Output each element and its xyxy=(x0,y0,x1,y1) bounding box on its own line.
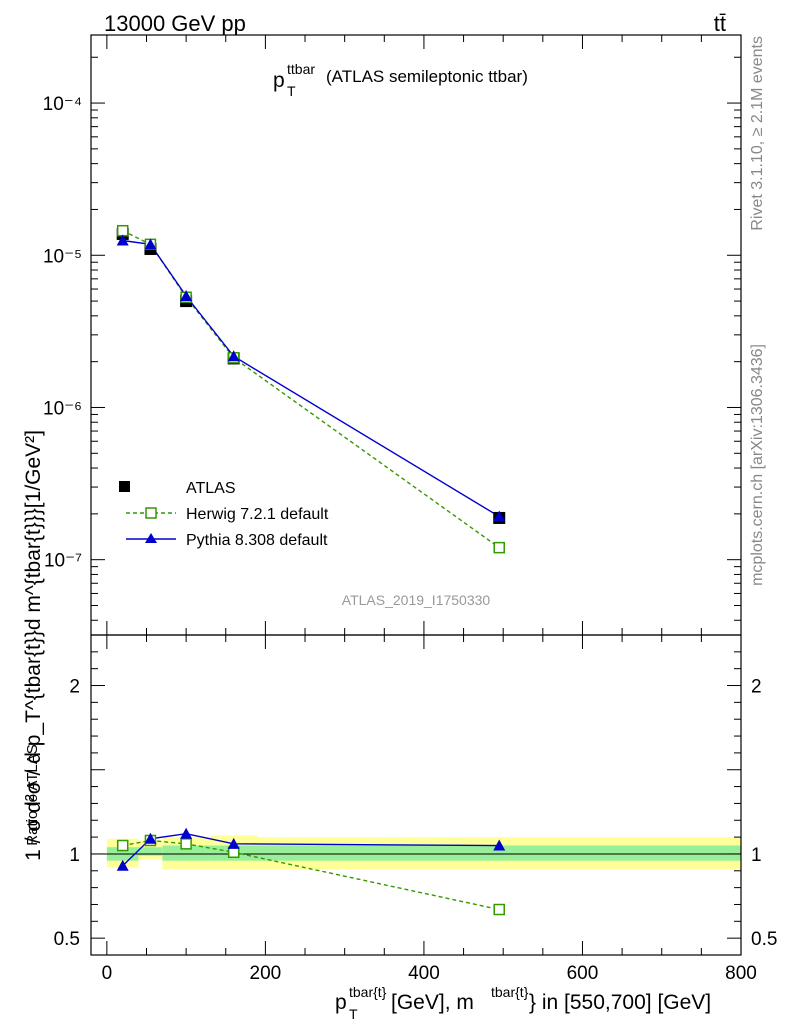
pythia-ratio-point xyxy=(493,839,506,851)
ratio-y-tick-label-right: 0.5 xyxy=(751,929,777,950)
pythia-point xyxy=(493,510,506,522)
legend-marker-pythia xyxy=(145,533,157,543)
main-y-ticks: 10⁻⁷ 10⁻⁶ 10⁻⁵ 10⁻⁴ xyxy=(43,56,741,621)
main-series xyxy=(116,224,506,554)
legend-label-pythia: Pythia 8.308 default xyxy=(186,532,328,549)
x-label-sup2: tbar{t} xyxy=(491,984,529,1000)
main-y-tick-label: 10⁻⁵ xyxy=(43,246,82,267)
main-y-tick-label: 10⁻⁴ xyxy=(43,94,82,115)
ratio-y-label: Ratio to ATLAS xyxy=(24,744,41,845)
plot-title-sup: ttbar xyxy=(287,61,315,77)
legend: ATLAS Herwig 7.2.1 default Pythia 8.308 … xyxy=(119,480,329,549)
ratio-frame xyxy=(90,634,742,956)
ratio-y-ticks: 0.5 0.5 1 1 2 2 xyxy=(54,651,777,950)
x-label-sub: T xyxy=(349,1006,358,1022)
pythia-ratio-point xyxy=(180,827,193,839)
herwig-point xyxy=(493,541,505,554)
ratio-bands xyxy=(106,835,741,870)
ratio-band-inner xyxy=(162,845,210,861)
ratio-x-ticks: 0 200 400 600 800 xyxy=(102,635,757,984)
x-tick-label: 800 xyxy=(725,963,757,984)
pythia-point xyxy=(227,350,240,362)
x-tick-label: 600 xyxy=(567,963,599,984)
pythia-line xyxy=(122,239,500,518)
x-label-main: [GeV], m xyxy=(391,991,474,1014)
pythia-point xyxy=(116,234,129,246)
x-axis-label: p T tbar{t} [GeV], m tbar{t} } in [550,7… xyxy=(335,984,711,1022)
ratio-y-tick-label: 2 xyxy=(69,677,80,698)
main-y-label: 1 / σ d²σ / d p_T^{tbar{t}}d m^{tbar{t}}… xyxy=(22,430,45,861)
mcplots-label: mcplots.cern.ch [arXiv:1306.3436] xyxy=(749,344,766,586)
ratio-y-tick-label: 1 xyxy=(69,845,80,866)
analysis-id: ATLAS_2019_I1750330 xyxy=(342,592,491,608)
plot-title-sub: T xyxy=(287,83,296,99)
x-label-sup1: tbar{t} xyxy=(349,984,387,1000)
rivet-label: Rivet 3.1.10, ≥ 2.1M events xyxy=(749,36,766,231)
pythia-ratio-point xyxy=(227,837,240,849)
legend-label-atlas: ATLAS xyxy=(186,480,236,497)
herwig-ratio-point xyxy=(493,903,505,916)
legend-label-herwig: Herwig 7.2.1 default xyxy=(186,506,329,523)
main-panel: 10⁻⁷ 10⁻⁶ 10⁻⁵ 10⁻⁴ p T ttbar (ATLAS semile… xyxy=(22,34,742,861)
herwig-point xyxy=(116,224,129,237)
legend-marker-atlas xyxy=(119,481,130,492)
main-y-tick-label: 10⁻⁷ xyxy=(44,551,82,572)
ratio-panel: 0.5 0.51 12 2 0 200 400 600 800 Ratio to ATLAS … xyxy=(24,634,777,1022)
main-x-ticks xyxy=(106,35,742,635)
herwig-line xyxy=(122,230,500,549)
x-tick-label: 400 xyxy=(408,963,440,984)
herwig-ratio-point xyxy=(116,839,129,852)
x-label-suffix: } in [550,700] [GeV] xyxy=(529,991,711,1014)
main-y-tick-label: 10⁻⁶ xyxy=(43,398,82,419)
ratio-y-tick-label: 0.5 xyxy=(54,929,80,950)
x-tick-label: 0 xyxy=(102,963,113,984)
ratio-y-tick-label-right: 2 xyxy=(751,677,762,698)
plot-title: (ATLAS semileptonic ttbar) xyxy=(326,67,528,86)
ratio-series xyxy=(116,827,506,916)
ratio-band-inner xyxy=(138,847,163,856)
pythia-ratio-point xyxy=(116,859,129,871)
legend-marker-herwig xyxy=(145,507,157,519)
plot-title-symbol: p xyxy=(273,69,285,92)
x-tick-label: 200 xyxy=(250,963,282,984)
pythia-point xyxy=(144,238,157,250)
process-label: tt̄ xyxy=(714,11,726,36)
pythia-point xyxy=(180,289,193,301)
x-label-prefix: p xyxy=(335,991,347,1014)
energy-label: 13000 GeV pp xyxy=(104,11,246,36)
ratio-band-inner xyxy=(257,845,741,861)
herwig-ratio-point xyxy=(180,838,192,850)
ratio-y-tick-label-right: 1 xyxy=(751,845,762,866)
pythia-ratio-point xyxy=(144,832,157,844)
